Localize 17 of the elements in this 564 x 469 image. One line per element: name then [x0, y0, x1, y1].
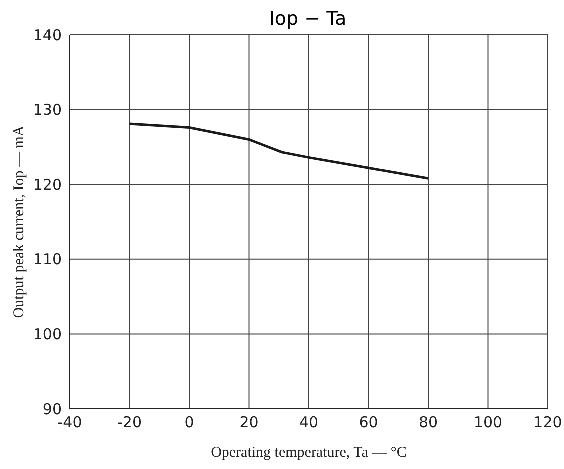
x-tick-label: 120 [534, 414, 562, 432]
x-tick-label: 60 [359, 414, 378, 432]
x-tick-label: 40 [299, 414, 319, 432]
y-axis-title: Output peak current, Iop — mA [11, 126, 28, 318]
line-series [128, 122, 430, 180]
x-axis-title: Operating temperature, Ta — °C [211, 445, 407, 461]
y-tick-label: 100 [33, 326, 62, 344]
x-tick-label: 100 [474, 414, 503, 432]
y-tick-label: 130 [33, 101, 62, 120]
chart-title: Iop − Ta [268, 8, 348, 30]
y-tick-label: 110 [33, 250, 62, 269]
x-tick-label: 80 [418, 414, 438, 432]
x-tick-label: -20 [118, 414, 142, 432]
y-tick-label: 140 [33, 26, 62, 44]
x-tick-label: 0 [184, 414, 194, 432]
x-tick-label: 20 [240, 414, 259, 432]
y-tick-label: 120 [33, 176, 62, 194]
